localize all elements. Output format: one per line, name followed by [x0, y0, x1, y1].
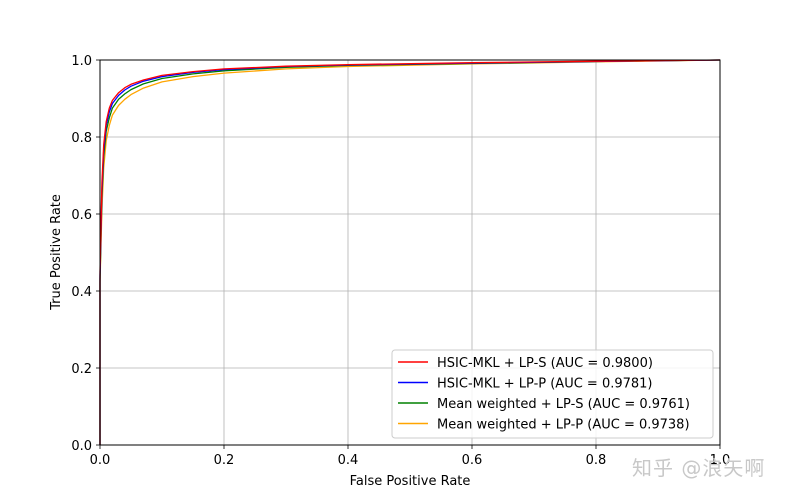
x-tick-label: 0.2 — [214, 453, 235, 468]
x-tick-label: 0.0 — [90, 453, 111, 468]
legend-box — [391, 349, 714, 439]
legend-label: Mean weighted + LP-S (AUC = 0.9761) — [437, 397, 690, 412]
y-tick-label: 0.2 — [71, 362, 92, 377]
y-axis-label: True Positive Rate — [49, 194, 64, 311]
legend-label: HSIC-MKL + LP-P (AUC = 0.9781) — [437, 377, 653, 392]
y-tick-label: 0.4 — [71, 285, 92, 300]
legend: HSIC-MKL + LP-S (AUC = 0.9800) HSIC-MKL +… — [391, 349, 714, 439]
x-tick-label: 0.6 — [462, 453, 483, 468]
y-tick-label: 0.6 — [71, 208, 92, 223]
watermark: 知乎 @浪矢啊 — [632, 456, 766, 480]
legend-label: HSIC-MKL + LP-S (AUC = 0.9800) — [437, 356, 653, 371]
x-tick-label: 0.8 — [586, 453, 607, 468]
legend-label: Mean weighted + LP-P (AUC = 0.9738) — [437, 418, 690, 433]
x-axis-label: False Positive Rate — [350, 474, 471, 489]
y-axis-ticks: 0.0 0.2 0.4 0.6 0.8 1.0 — [71, 54, 100, 454]
roc-curve — [99, 59, 721, 445]
x-axis-ticks: 0.0 0.2 0.4 0.6 0.8 1.0 — [90, 445, 731, 468]
y-tick-label: 1.0 — [71, 54, 92, 69]
plot-frame — [99, 59, 721, 446]
x-tick-label: 1.0 — [710, 453, 731, 468]
y-tick-label: 0.8 — [71, 131, 92, 146]
plot-lines — [99, 59, 721, 445]
x-tick-label: 0.4 — [338, 453, 359, 468]
y-tick-label: 0.0 — [71, 439, 92, 454]
